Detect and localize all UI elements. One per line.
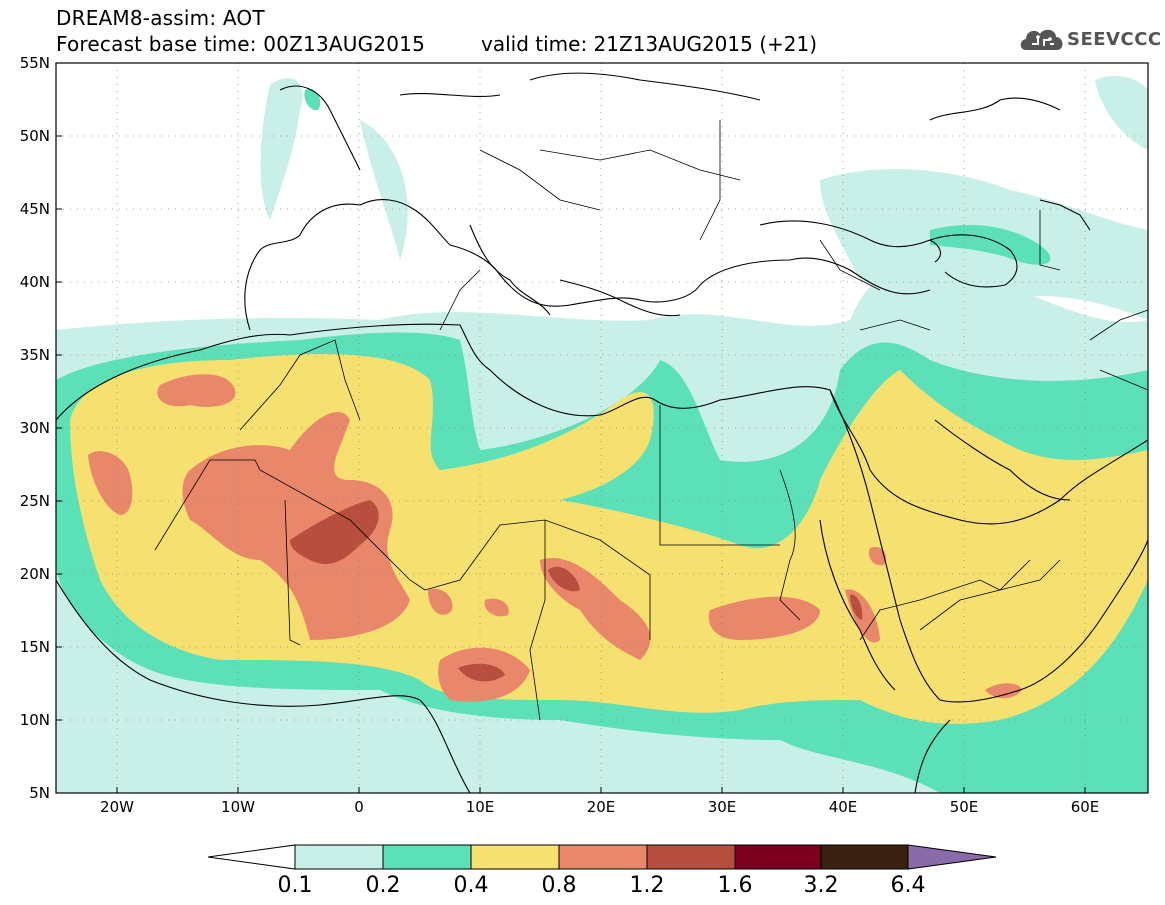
colorbar-label-0.4: 0.4 — [454, 873, 489, 898]
colorbar-segment-1 — [294, 844, 384, 870]
lat-label-5n: 5N — [29, 784, 50, 802]
colorbar-segment-4 — [558, 844, 648, 870]
lat-label-55n: 55N — [20, 54, 50, 72]
lat-label-20n: 20N — [20, 565, 50, 583]
colorbar-label-0.8: 0.8 — [542, 873, 577, 898]
colorbar-left-arrow — [207, 844, 296, 870]
aot-field — [56, 63, 1148, 793]
logo-text: SEEVCCC — [1067, 29, 1162, 50]
lon-label-20e: 20E — [587, 798, 616, 816]
colorbar-label-1.6: 1.6 — [718, 873, 753, 898]
colorbar-label-0.2: 0.2 — [366, 873, 401, 898]
coastlines — [56, 72, 1148, 793]
colorbar-label-0.1: 0.1 — [278, 873, 313, 898]
colorbar-right-arrow — [907, 844, 997, 870]
colorbar-label-6.4: 6.4 — [891, 873, 926, 898]
lat-lon-grid — [56, 63, 1148, 793]
lat-labels: 55N 50N 45N 40N 35N 30N 25N 20N 15N 10N … — [20, 54, 50, 802]
colorbar-segment-5 — [646, 844, 736, 870]
colorbar: 0.1 0.2 0.4 0.8 1.2 1.6 3.2 6.4 — [207, 844, 997, 898]
lon-label-10w: 10W — [221, 798, 255, 816]
colorbar-label-1.2: 1.2 — [630, 873, 665, 898]
lat-label-10n: 10N — [20, 711, 50, 729]
map-title: DREAM8-assim: AOT — [56, 6, 265, 30]
lat-label-30n: 30N — [20, 419, 50, 437]
lat-ticks — [56, 62, 1086, 794]
lat-label-45n: 45N — [20, 200, 50, 218]
country-borders — [154, 120, 1148, 721]
lat-label-25n: 25N — [20, 492, 50, 510]
colorbar-segment-7 — [820, 844, 909, 870]
lon-label-0: 0 — [354, 798, 364, 816]
lon-label-50e: 50E — [950, 798, 979, 816]
lat-label-50n: 50N — [20, 127, 50, 145]
seevccc-logo: SEEVCCC — [1018, 24, 1161, 56]
colorbar-segment-2 — [382, 844, 472, 870]
lat-label-15n: 15N — [20, 638, 50, 656]
lon-label-60e: 60E — [1071, 798, 1100, 816]
lon-labels: 20W 10W 0 10E 20E 30E 40E 50E 60E — [100, 798, 1099, 816]
lon-label-20w: 20W — [100, 798, 134, 816]
lat-label-40n: 40N — [20, 273, 50, 291]
lon-label-30e: 30E — [708, 798, 737, 816]
cloud-icon — [1020, 29, 1063, 50]
colorbar-segment-6 — [734, 844, 822, 870]
lon-label-40e: 40E — [829, 798, 858, 816]
valid-time: valid time: 21Z13AUG2015 (+21) — [481, 32, 818, 56]
colorbar-segment-3 — [470, 844, 560, 870]
colorbar-label-3.2: 3.2 — [804, 873, 839, 898]
lon-label-10e: 10E — [466, 798, 495, 816]
aot-band-1.2-1.6 — [290, 500, 863, 682]
lat-label-35n: 35N — [20, 346, 50, 364]
forecast-base-time: Forecast base time: 00Z13AUG2015 — [56, 32, 426, 56]
